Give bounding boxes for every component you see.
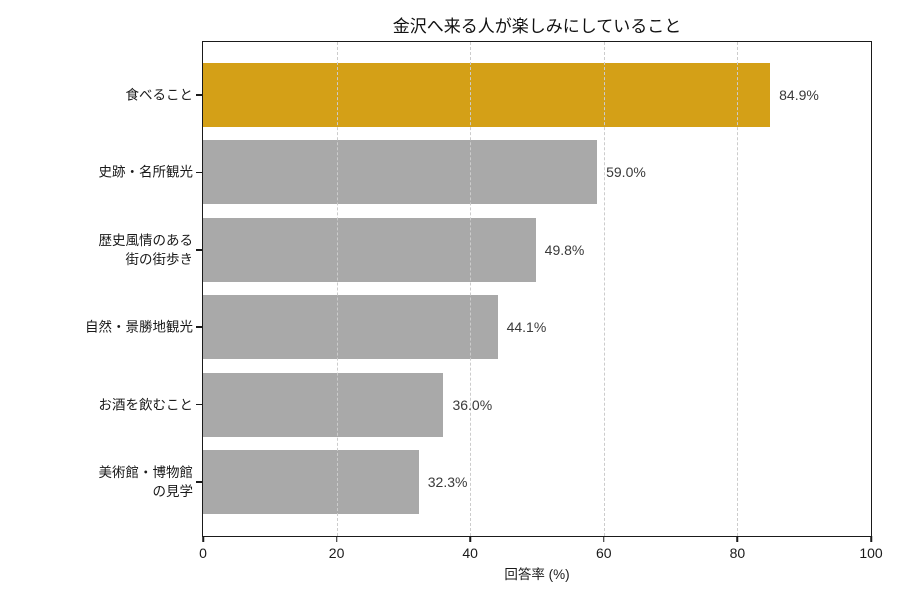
- plot-area: 84.9% 食べること 59.0% 史跡・名所観光 49.8% 歴史風情のある 街の街歩き…: [85, 42, 883, 561]
- bar-4: [203, 372, 444, 437]
- x-tick-40: [469, 536, 471, 542]
- category-label-3: 自然・景勝地観光: [85, 319, 193, 335]
- x-tick-100: [870, 536, 872, 542]
- x-axis-label: 回答率 (%): [504, 567, 570, 582]
- category-label-4: お酒を飲むこと: [98, 397, 194, 413]
- bar-2: [203, 217, 536, 282]
- value-label-2: 49.8%: [544, 241, 585, 258]
- gridline-20: [336, 42, 338, 536]
- y-tick-4: [196, 403, 203, 406]
- x-tick-label-40: 40: [462, 545, 478, 561]
- x-tick-label-60: 60: [596, 545, 612, 561]
- x-tick-20: [335, 536, 338, 542]
- category-label-5: 美術館・博物館 の見学: [98, 465, 194, 499]
- value-label-0: 84.9%: [779, 87, 819, 103]
- y-tick-3: [196, 326, 203, 328]
- category-label-2: 歴史風情のある 街の街歩き: [98, 232, 194, 267]
- chart-title: 金沢へ来る人が楽しみにしていること: [392, 17, 682, 36]
- x-tick-label-0: 0: [199, 545, 207, 561]
- y-tick-0: [196, 94, 203, 96]
- x-tick-60: [603, 536, 605, 542]
- y-tick-5: [196, 481, 203, 483]
- value-label-3: 44.1%: [506, 319, 547, 336]
- value-label-1: 59.0%: [606, 164, 646, 181]
- bar-5: [203, 450, 419, 514]
- x-tick-0: [202, 536, 204, 542]
- value-label-5: 32.3%: [427, 474, 468, 490]
- bar-3: [203, 295, 498, 360]
- category-label-0: 食べること: [125, 87, 194, 103]
- x-tick-80: [736, 536, 739, 542]
- category-label-1: 史跡・名所観光: [98, 164, 194, 180]
- x-tick-label-80: 80: [729, 545, 746, 561]
- y-tick-2: [196, 249, 203, 251]
- gridline-80: [737, 42, 739, 536]
- gridline-60: [603, 42, 605, 536]
- y-tick-1: [196, 171, 203, 174]
- bar-0: [203, 63, 771, 127]
- x-tick-label-100: 100: [859, 545, 883, 561]
- x-tick-label-20: 20: [328, 545, 345, 561]
- gridline-40: [470, 42, 472, 536]
- bar-1: [203, 140, 598, 205]
- value-label-4: 36.0%: [452, 396, 493, 413]
